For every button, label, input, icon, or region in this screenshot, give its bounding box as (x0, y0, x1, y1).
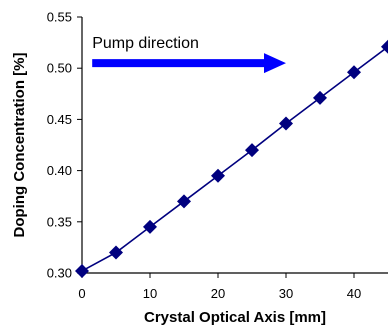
data-point (177, 194, 191, 209)
data-point (279, 116, 293, 131)
data-point (109, 245, 123, 260)
annotation: Pump direction (92, 35, 286, 74)
y-tick-label: 0.45 (47, 112, 72, 127)
plot-frame (81, 17, 388, 274)
data-point (347, 65, 361, 80)
series-layer (75, 39, 388, 278)
x-tick-label: 20 (211, 286, 225, 301)
data-point (211, 168, 225, 183)
series-line (81, 46, 388, 272)
x-axis-title: Crystal Optical Axis [mm] (144, 309, 326, 326)
x-axis-ticks: 0 10 20 30 40 (78, 273, 361, 301)
data-point (245, 143, 259, 158)
data-point (313, 90, 327, 105)
y-axis-title: Doping Concentration [%] (11, 53, 28, 238)
data-point (75, 263, 89, 278)
data-point (143, 219, 157, 234)
y-axis-ticks: 0.30 0.35 0.40 0.45 0.50 0.55 (47, 10, 82, 281)
y-tick-label: 0.40 (47, 163, 72, 178)
x-tick-label: 10 (143, 286, 157, 301)
x-tick-label: 30 (279, 286, 293, 301)
data-point (381, 39, 388, 54)
y-tick-label: 0.50 (47, 61, 72, 76)
pump-direction-label: Pump direction (92, 35, 199, 52)
x-tick-label: 0 (78, 286, 85, 301)
y-tick-label: 0.30 (47, 266, 72, 281)
y-tick-label: 0.55 (47, 10, 72, 25)
y-tick-label: 0.35 (47, 214, 72, 229)
pump-direction-arrow (92, 53, 286, 74)
x-tick-label: 40 (347, 286, 361, 301)
